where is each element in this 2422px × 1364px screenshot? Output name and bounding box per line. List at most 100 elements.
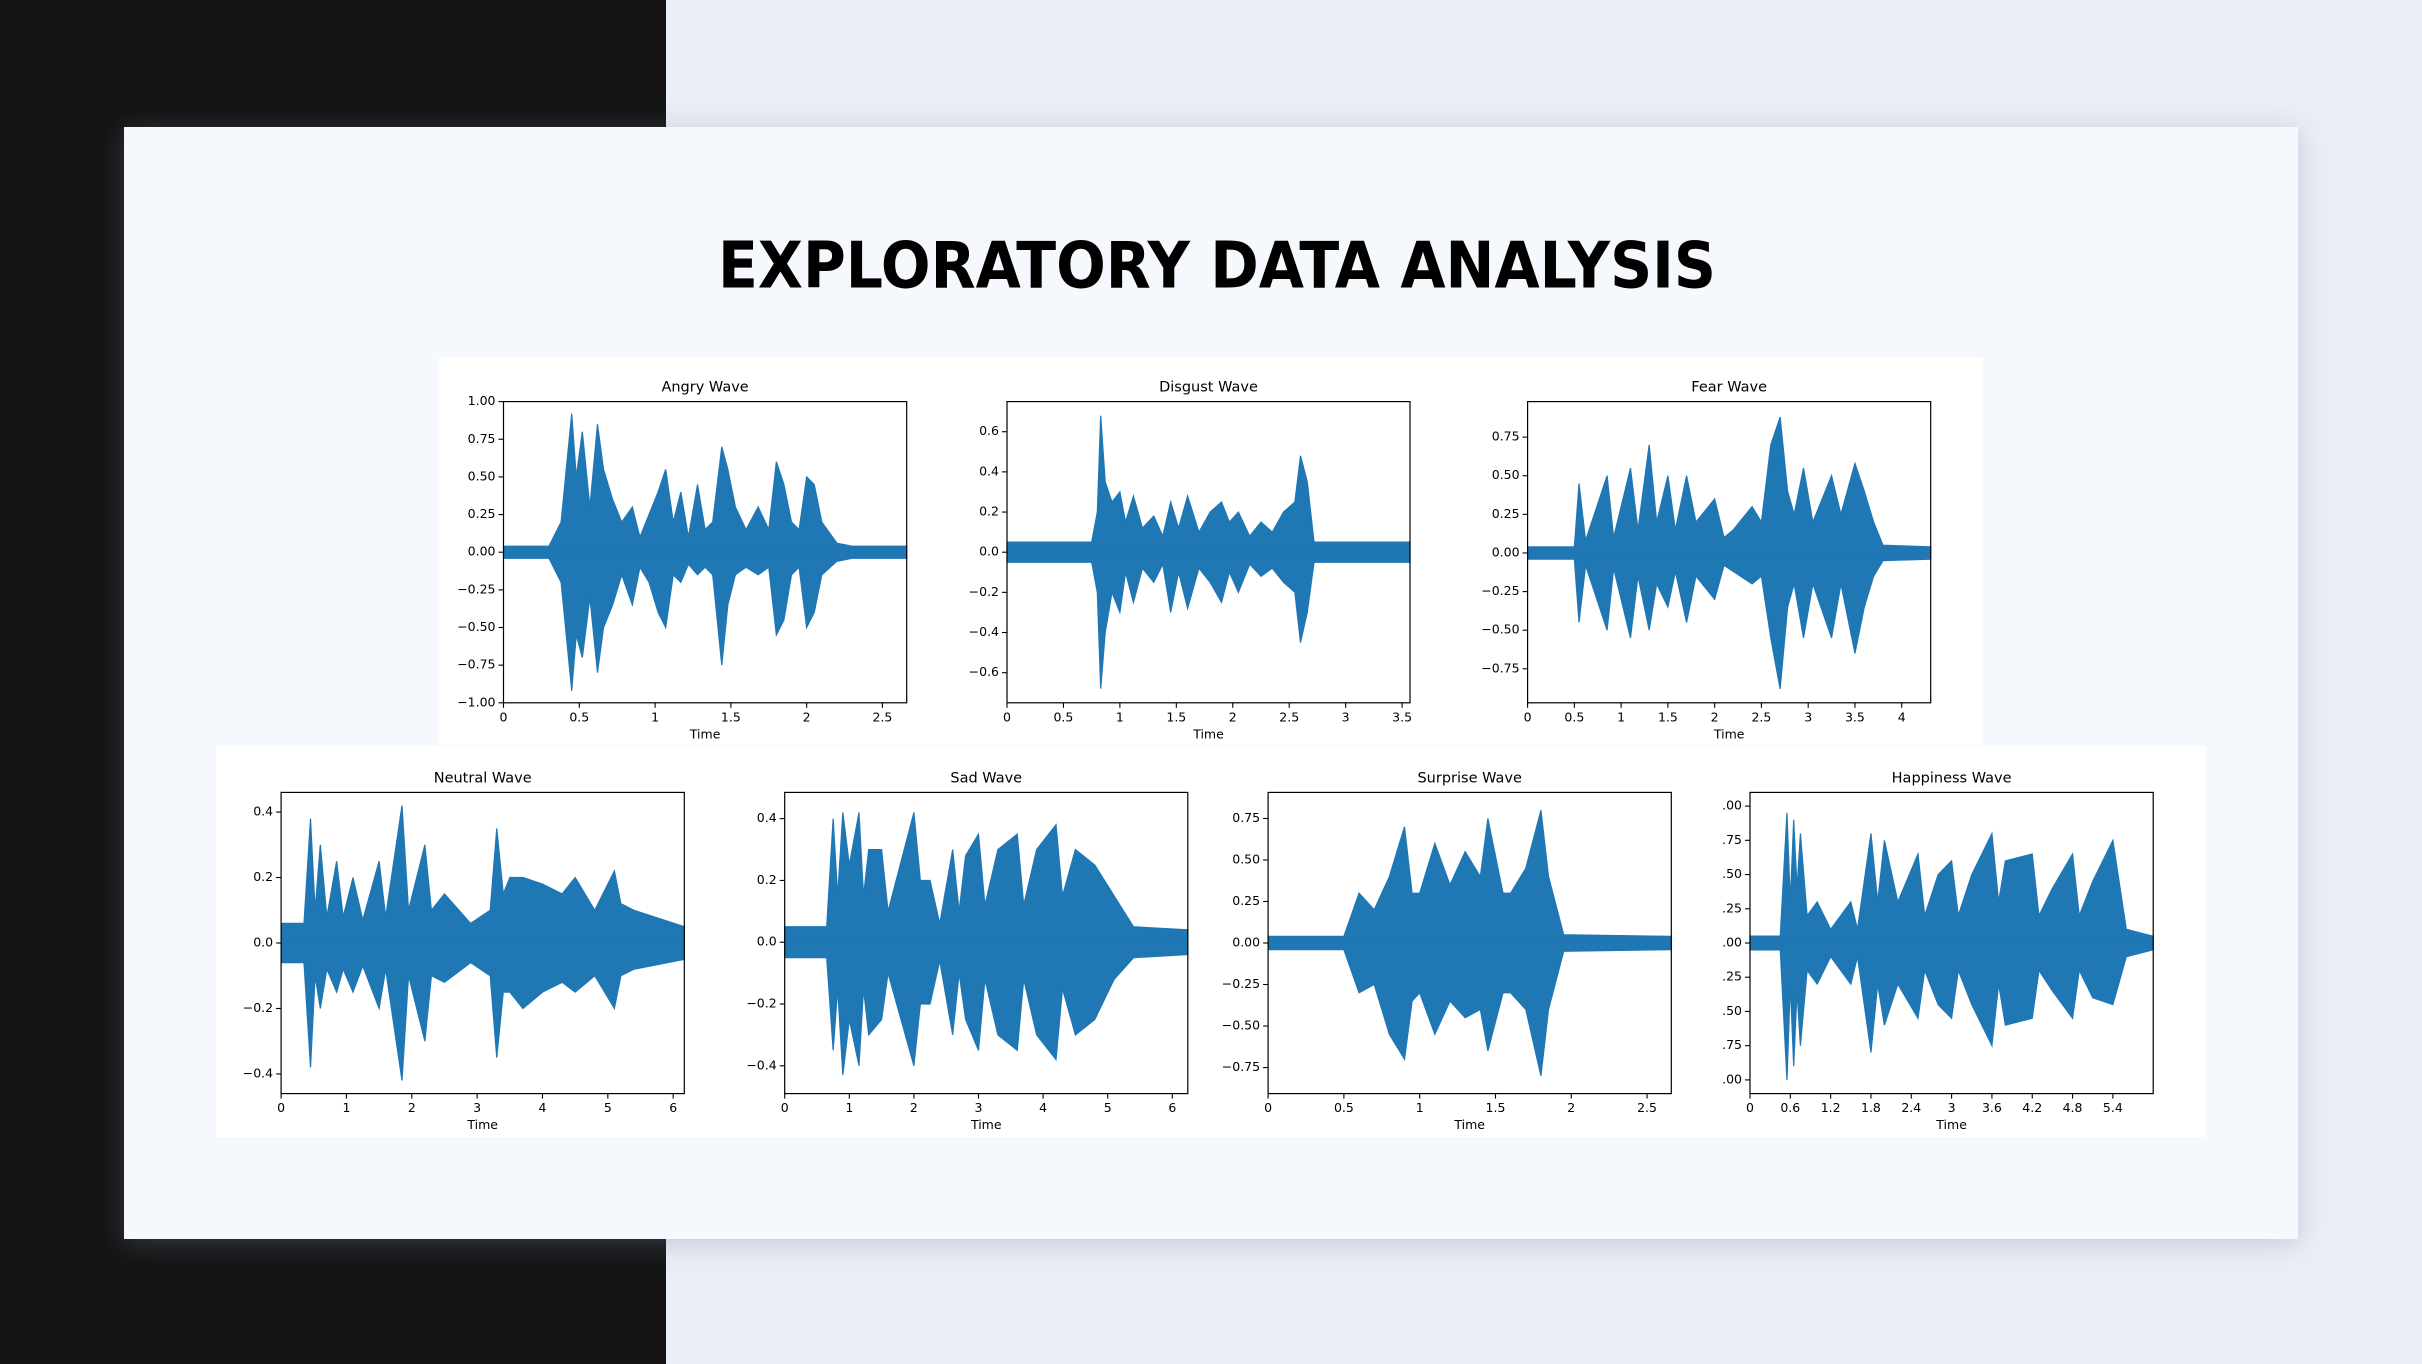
x-tick-label: 2: [1229, 709, 1237, 724]
waveform-lower: [1527, 552, 1932, 690]
waveform-upper: [502, 413, 908, 553]
x-tick-label: 1: [1116, 709, 1124, 724]
x-tick-label: 3: [473, 1100, 481, 1115]
y-tick-label: 0.50: [1232, 851, 1260, 866]
x-tick-label: 0.6: [1780, 1100, 1800, 1115]
y-tick-label: −0.2: [243, 1000, 273, 1015]
waveform-lower: [1006, 551, 1411, 689]
waveform-upper: [1006, 415, 1411, 553]
x-tick-label: 3: [975, 1100, 983, 1115]
x-tick-label: 0: [781, 1100, 789, 1115]
x-tick-label: 1.5: [1166, 709, 1186, 724]
chart-title: Neutral Wave: [434, 770, 532, 786]
y-tick-label: 0.4: [757, 810, 777, 825]
y-tick-label: 0.4: [253, 804, 273, 819]
y-tick-label: −0.50: [1222, 1018, 1260, 1033]
y-tick-label: 0.0: [757, 934, 777, 949]
y-tick-label: .75: [1722, 832, 1742, 847]
x-tick-label: 0: [1524, 709, 1532, 724]
x-tick-label: 3: [1948, 1100, 1956, 1115]
y-tick-label: −0.50: [1481, 622, 1519, 637]
y-tick-label: 0.50: [1492, 467, 1520, 482]
chart-title: Happiness Wave: [1892, 770, 2012, 786]
waveform-upper: [784, 812, 1189, 943]
x-tick-label: 2: [408, 1100, 416, 1115]
waveform-lower: [784, 941, 1189, 1076]
chart-title: Disgust Wave: [1159, 380, 1258, 396]
y-tick-label: 0.2: [979, 504, 999, 519]
y-tick-label: −0.75: [1481, 660, 1519, 675]
x-tick-label: 5: [604, 1100, 612, 1115]
x-tick-label: 1.5: [1658, 709, 1678, 724]
y-tick-label: .25: [1722, 969, 1742, 984]
y-tick-label: 0.6: [979, 423, 999, 438]
y-tick-label: 0.00: [468, 544, 496, 559]
x-tick-label: 1.2: [1821, 1100, 1841, 1115]
x-tick-label: 1: [1416, 1100, 1424, 1115]
x-axis-label: Time: [1713, 726, 1745, 741]
x-tick-label: 0.5: [1564, 709, 1584, 724]
y-tick-label: .25: [1722, 900, 1742, 915]
y-tick-label: −0.4: [243, 1065, 273, 1080]
y-tick-label: 0.25: [1492, 506, 1520, 521]
y-tick-label: 0.75: [1492, 429, 1520, 444]
x-tick-label: 2.5: [1751, 709, 1771, 724]
x-tick-label: 4: [1898, 709, 1906, 724]
x-tick-label: 3.5: [1845, 709, 1865, 724]
waveform-upper: [1267, 810, 1672, 944]
x-tick-label: 2: [1567, 1100, 1575, 1115]
x-tick-label: 4: [1039, 1100, 1047, 1115]
y-tick-label: −0.2: [969, 584, 999, 599]
x-axis-label: Time: [1453, 1117, 1485, 1132]
x-tick-label: 2: [803, 709, 811, 724]
x-tick-label: 0.5: [1053, 709, 1073, 724]
x-tick-label: 2.5: [1279, 709, 1299, 724]
x-tick-label: 1.5: [721, 709, 741, 724]
y-tick-label: 0.25: [468, 506, 496, 521]
x-tick-label: 5.4: [2103, 1100, 2123, 1115]
chart-title: Angry Wave: [661, 380, 748, 396]
y-tick-label: .00: [1722, 935, 1742, 950]
y-tick-label: −0.75: [457, 657, 495, 672]
y-tick-label: 0.50: [468, 468, 496, 483]
waveform-lower: [1267, 942, 1672, 1076]
y-tick-label: 0.0: [979, 544, 999, 559]
y-tick-label: 0.25: [1232, 893, 1260, 908]
x-tick-label: 3: [1804, 709, 1812, 724]
y-tick-label: .50: [1722, 1003, 1742, 1018]
x-tick-label: 1: [651, 709, 659, 724]
y-tick-label: −1.00: [457, 694, 495, 709]
x-tick-label: 2.4: [1901, 1100, 1921, 1115]
x-tick-label: 1.8: [1861, 1100, 1881, 1115]
x-tick-label: 4.2: [2022, 1100, 2042, 1115]
axes-frame: [1526, 401, 1932, 704]
y-tick-label: 0.75: [468, 431, 496, 446]
x-tick-label: 2.5: [873, 709, 893, 724]
x-tick-label: 3.6: [1982, 1100, 2002, 1115]
x-tick-label: 0: [277, 1100, 285, 1115]
y-tick-label: 0.00: [1492, 544, 1520, 559]
x-tick-label: 4.8: [2063, 1100, 2083, 1115]
y-tick-label: −0.50: [457, 619, 495, 634]
x-axis-label: Time: [1192, 726, 1224, 741]
waveform-lower: [280, 942, 685, 1081]
x-tick-label: 2: [910, 1100, 918, 1115]
y-tick-label: −0.25: [457, 581, 495, 596]
y-tick-label: −0.4: [746, 1057, 776, 1072]
axes-frame: [784, 791, 1189, 1095]
x-axis-label: Time: [1935, 1117, 1967, 1132]
x-tick-label: 5: [1104, 1100, 1112, 1115]
y-tick-label: .75: [1722, 1037, 1742, 1052]
chart-title: Fear Wave: [1691, 380, 1767, 396]
x-tick-label: 0: [1746, 1100, 1754, 1115]
x-axis-label: Time: [689, 726, 721, 741]
x-tick-label: 0.5: [569, 709, 589, 724]
waveform-lower: [1749, 942, 2154, 1080]
waveform-lower: [502, 551, 908, 691]
x-tick-label: 1: [1617, 709, 1625, 724]
x-tick-label: 6: [669, 1100, 677, 1115]
x-tick-label: 3.5: [1392, 709, 1412, 724]
waveform-upper: [280, 805, 685, 944]
